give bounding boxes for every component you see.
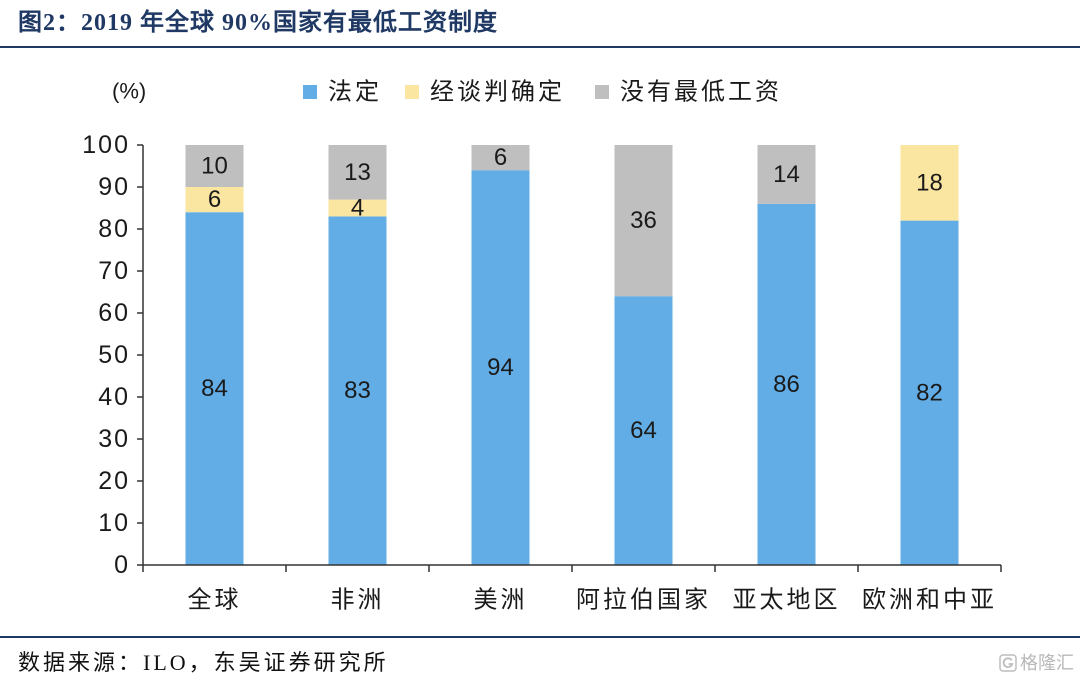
title-rule [0,46,1080,48]
watermark: 格隆汇 [999,652,1074,674]
legend-swatch-1 [405,85,419,99]
legend-swatch-0 [303,85,317,99]
data-label-s1-c5: 18 [916,169,943,196]
bar-segment-s0-c5 [900,220,959,565]
figure-title: 图2：2019 年全球 90%国家有最低工资制度 [18,10,498,36]
watermark-text: 格隆汇 [1020,653,1074,673]
bar-segment-s1-c0 [185,187,244,213]
y-tick-label-0: 0 [114,551,130,579]
data-label-s0-c0: 84 [201,375,228,402]
y-tick-label-2: 20 [98,467,130,495]
x-category-label-4: 亚太地区 [733,587,841,614]
bar-segment-s0-c3 [614,296,673,565]
data-label-s2-c2: 6 [494,144,507,171]
y-tick-label-9: 90 [98,173,130,201]
bar-segment-s2-c2 [471,145,530,171]
legend-swatch-2 [595,85,609,99]
y-tick-label-3: 30 [98,425,130,453]
data-label-s0-c1: 83 [344,377,371,404]
x-category-label-3: 阿拉伯国家 [576,587,711,614]
bar-segment-s2-c4 [757,145,816,204]
data-label-s0-c3: 64 [630,417,657,444]
bar-segments [185,145,959,566]
x-category-label-5: 欧洲和中亚 [862,587,997,614]
bar-segment-s0-c1 [328,216,387,565]
y-tick-label-7: 70 [98,257,130,285]
watermark-logo-icon [999,654,1017,672]
x-category-label-2: 美洲 [474,587,528,614]
bar-segment-s0-c0 [185,212,244,565]
data-label-s1-c1: 4 [351,195,364,222]
bar-segment-s1-c5 [900,145,959,221]
data-label-s0-c5: 82 [916,379,943,406]
y-tick-label-1: 10 [98,509,130,537]
figure-source: 数据来源：ILO，东吴证券研究所 [18,650,389,675]
data-label-s2-c1: 13 [344,159,371,186]
legend: 法定 经谈判确定 没有最低工资 [303,79,782,106]
data-label-s2-c4: 14 [773,161,800,188]
legend-label-1: 经谈判确定 [430,79,565,106]
bar-segment-s2-c0 [185,145,244,187]
bar-segment-s1-c1 [328,199,387,217]
legend-label-2: 没有最低工资 [620,79,782,106]
x-category-label-1: 非洲 [331,587,385,614]
y-tick-label-10: 100 [82,131,130,159]
bar-segment-s2-c1 [328,145,387,200]
data-label-s2-c3: 36 [630,207,657,234]
footer-rule [0,636,1080,638]
y-tick-label-5: 50 [98,341,130,369]
bar-segment-s2-c3 [614,145,673,297]
y-tick-label-6: 60 [98,299,130,327]
y-tick-label-4: 40 [98,383,130,411]
y-unit-label: (%) [112,79,146,104]
data-label-s0-c2: 94 [487,354,514,381]
x-category-label-0: 全球 [188,587,242,614]
bar-segment-s0-c2 [471,170,530,565]
bar-segment-s0-c4 [757,203,816,566]
y-tick-label-8: 80 [98,215,130,243]
data-label-s2-c0: 10 [201,153,228,180]
data-label-s1-c0: 6 [208,186,221,213]
data-label-s0-c4: 86 [773,371,800,398]
axes: 0 10 20 30 40 50 60 70 80 90 100 全球 非洲 美洲 阿拉伯国家 亚太地区 欧洲和… [82,79,1002,614]
stacked-bar-chart: 0 10 20 30 40 50 60 70 80 90 100 全球 非洲 美洲 阿拉伯国家 亚太地区 欧洲和… [82,79,1002,614]
legend-label-0: 法定 [328,79,382,106]
